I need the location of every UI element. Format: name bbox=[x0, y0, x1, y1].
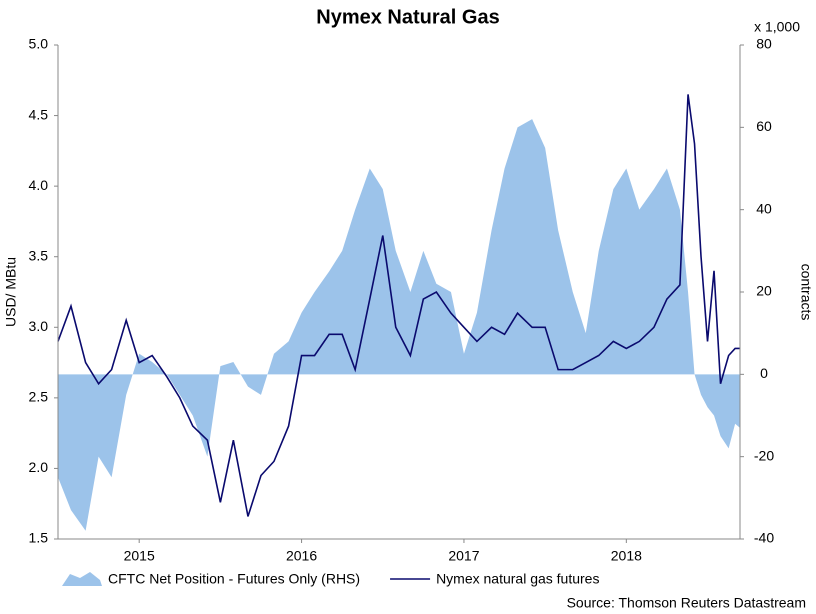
y-tick-label: 2.0 bbox=[29, 459, 49, 475]
y-tick-label: 5.0 bbox=[29, 36, 49, 52]
y-tick-label: 3.5 bbox=[29, 247, 49, 263]
y-tick-label: 4.0 bbox=[29, 177, 49, 193]
y2-tick-label: 40 bbox=[756, 200, 772, 216]
y2-axis-label: contracts bbox=[798, 264, 814, 321]
y-tick-label: 3.0 bbox=[29, 318, 49, 334]
y2-tick-label: -40 bbox=[754, 530, 774, 546]
y2-tick-label: 20 bbox=[756, 283, 772, 299]
y2-tick-label: 60 bbox=[756, 118, 772, 134]
legend-swatch bbox=[62, 572, 102, 586]
y-tick-label: 2.5 bbox=[29, 389, 49, 405]
y2-tick-label: 0 bbox=[760, 365, 768, 381]
y-axis-label: USD/ MBtu bbox=[3, 257, 19, 327]
source-note: Source: Thomson Reuters Datastream bbox=[567, 595, 806, 611]
legend-label: CFTC Net Position - Futures Only (RHS) bbox=[108, 571, 360, 587]
x-tick-label: 2018 bbox=[611, 548, 642, 564]
line-series bbox=[57, 94, 740, 517]
chart-title: Nymex Natural Gas bbox=[316, 6, 499, 28]
x-tick-label: 2015 bbox=[124, 548, 155, 564]
y-tick-label: 1.5 bbox=[29, 530, 49, 546]
y2-tick-label: 80 bbox=[756, 36, 772, 52]
legend-label: Nymex natural gas futures bbox=[436, 571, 599, 587]
y2-unit-note: x 1,000 bbox=[754, 19, 800, 35]
x-tick-label: 2017 bbox=[448, 548, 479, 564]
y-tick-label: 4.5 bbox=[29, 106, 49, 122]
x-tick-label: 2016 bbox=[286, 548, 317, 564]
y2-tick-label: -20 bbox=[754, 447, 774, 463]
area-series bbox=[58, 119, 740, 531]
